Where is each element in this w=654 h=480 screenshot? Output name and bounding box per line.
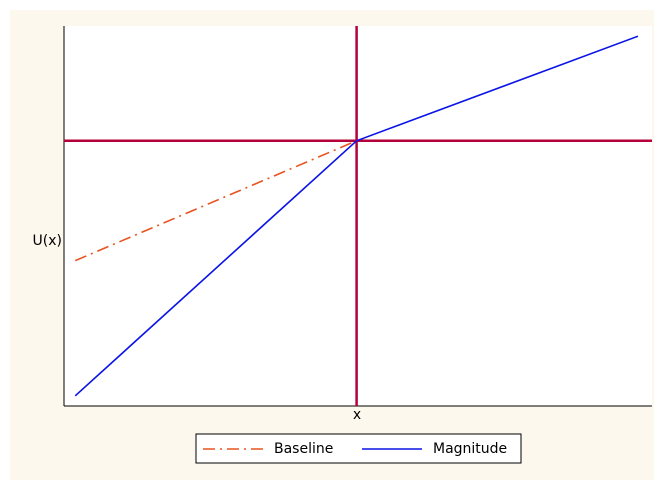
plot-area: [64, 26, 652, 406]
series-line: [74, 140, 357, 262]
series-line: [74, 35, 639, 397]
legend-label: Magnitude: [433, 441, 507, 457]
y-axis-label: U(x): [33, 233, 62, 249]
legend: [195, 433, 522, 464]
legend-label: Baseline: [274, 441, 333, 457]
x-axis-label: x: [353, 407, 361, 423]
